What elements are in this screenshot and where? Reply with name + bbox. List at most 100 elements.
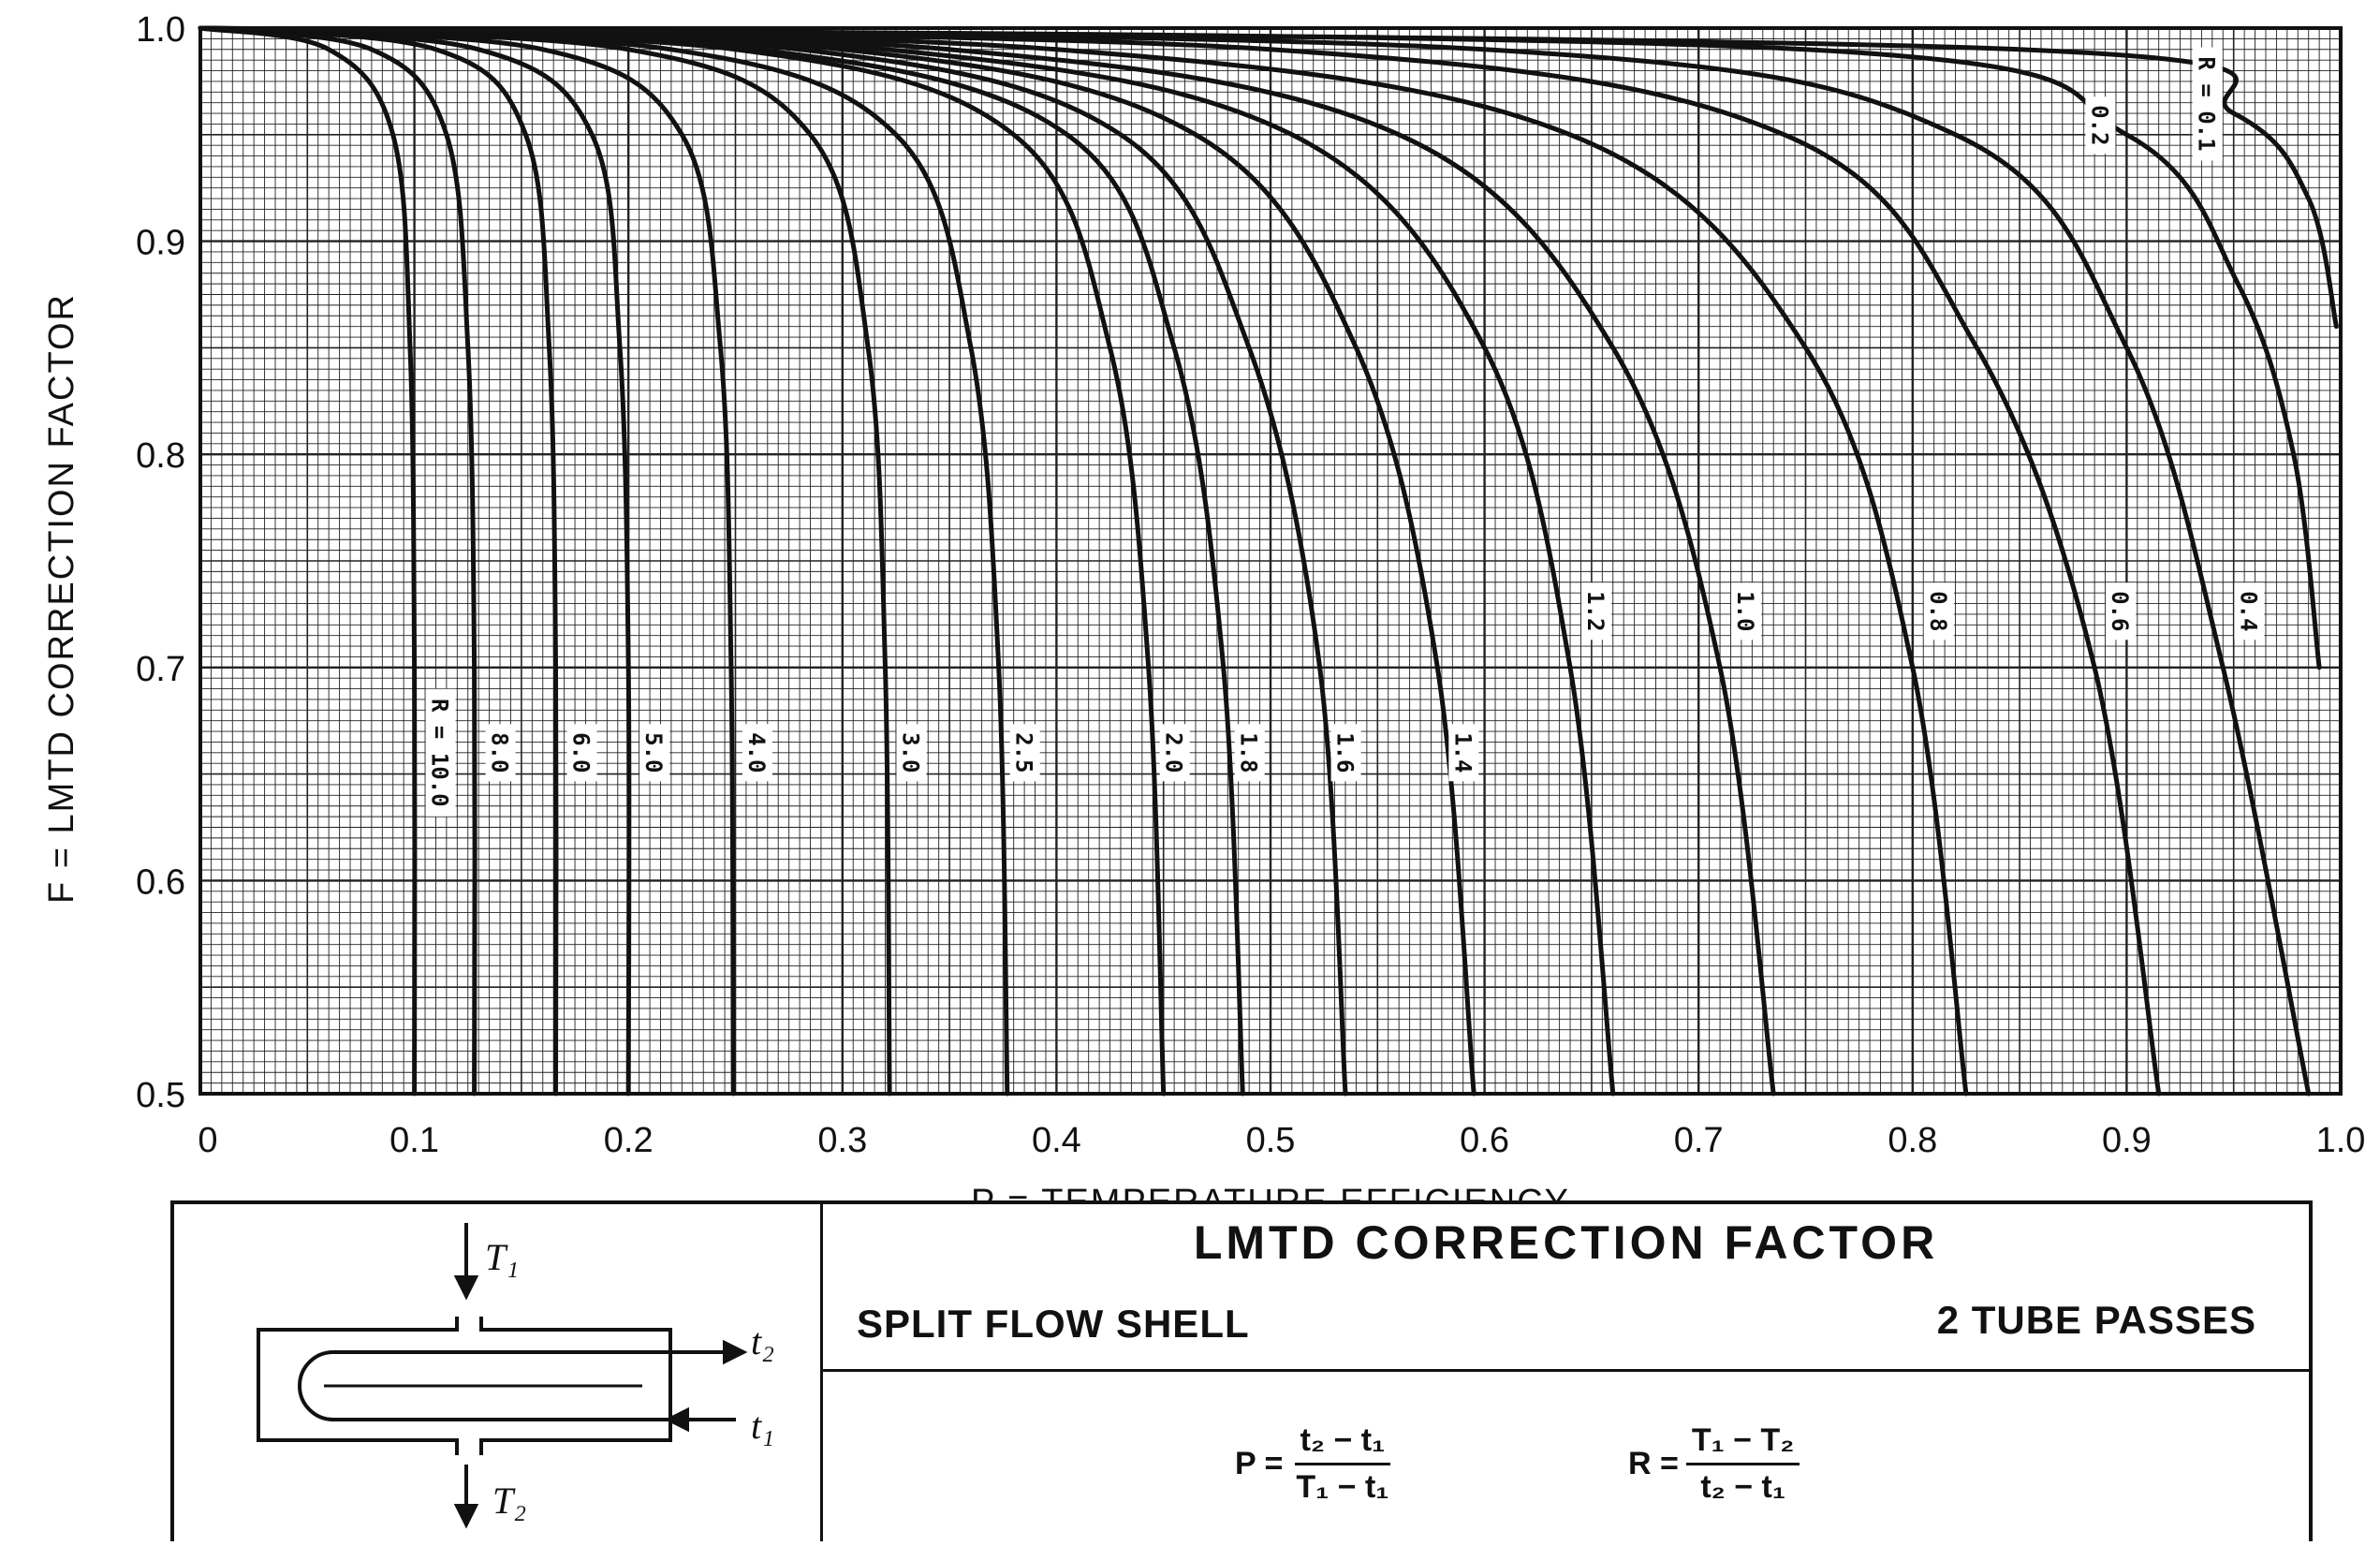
- curve-label: R = 10.0: [425, 688, 456, 817]
- title-cell: LMTD CORRECTION FACTOR SPLIT FLOW SHELL …: [823, 1204, 2309, 1372]
- curve-label: 5.0: [639, 724, 670, 782]
- curve-r-4.0: [198, 25, 736, 1097]
- curve-r-6.0: [198, 25, 559, 1097]
- label-t2: t₂: [751, 1320, 774, 1362]
- formula-p-lhs: P =: [1235, 1446, 1284, 1481]
- curve-label: 4.0: [742, 724, 772, 782]
- tube-passes-label: 2 TUBE PASSES: [1936, 1298, 2256, 1342]
- tube-outlet-arrow: [670, 1339, 748, 1365]
- curve-label-text: 4.0: [743, 732, 770, 773]
- curve-label-bg: [896, 724, 927, 782]
- curve-r-5.0: [198, 25, 632, 1097]
- curve-label-text: 5.0: [640, 732, 667, 773]
- formula-r-lhs: R =: [1628, 1446, 1679, 1481]
- curve-label-bg: [2085, 96, 2116, 155]
- y-tick-label: 0.5: [136, 1076, 185, 1115]
- shell-outline: [257, 1317, 672, 1455]
- grid: [198, 26, 2343, 1096]
- curve-label: 1.0: [1731, 582, 1762, 640]
- y-tick-label: 0.6: [136, 862, 185, 902]
- label-T1: T₁: [485, 1236, 519, 1278]
- x-tick-label: 0.5: [1246, 1121, 1296, 1160]
- tube-inlet-arrow: [664, 1406, 736, 1433]
- curve-label: 0.4: [2234, 582, 2265, 640]
- curve-label: 2.5: [1009, 724, 1040, 782]
- y-tick-label: 1.0: [136, 10, 185, 50]
- curve-label: R = 0.1: [2192, 47, 2223, 161]
- curve-r-8.0: [198, 25, 477, 1097]
- curve-label: 1.6: [1330, 724, 1361, 782]
- curve-label-text: 2.5: [1011, 732, 1037, 773]
- curve-label-text: 8.0: [487, 732, 513, 773]
- curve-label: 3.0: [896, 724, 927, 782]
- curve-label-text: 1.2: [1582, 591, 1609, 631]
- u-tube: [298, 1350, 670, 1421]
- exchanger-diagram-cell: T₁ t₂ t₁ T₂: [174, 1204, 823, 1541]
- x-tick-label: 0: [198, 1121, 217, 1160]
- curve-label: 0.2: [2085, 96, 2116, 155]
- curve-label: 1.4: [1448, 724, 1479, 782]
- formula-p-denominator: T₁ − t₁: [1296, 1469, 1389, 1505]
- x-tick-label: 0.3: [817, 1121, 867, 1160]
- x-tick-label: 0.7: [1674, 1121, 1724, 1160]
- formula-p-numerator: t₂ − t₁: [1294, 1422, 1391, 1465]
- x-tick-label: 0.9: [2102, 1121, 2152, 1160]
- x-tick-label: 0.8: [1888, 1121, 1937, 1160]
- curve-label-bg: [1159, 724, 1190, 782]
- curve-label-bg: [2106, 582, 2137, 640]
- formula-r-numerator: T₁ − T₂: [1685, 1422, 1800, 1465]
- curve-label-text: 1.8: [1236, 732, 1262, 773]
- curve-label-text: 1.0: [1732, 591, 1758, 631]
- y-tick-label: 0.9: [136, 224, 185, 263]
- curve-label-bg: [1009, 724, 1040, 782]
- label-T2: T₂: [492, 1480, 526, 1522]
- curve-label-text: 0.2: [2086, 105, 2112, 145]
- curve-label: 2.0: [1159, 724, 1190, 782]
- formula-r-fraction: T₁ − T₂ t₂ − t₁: [1685, 1422, 1800, 1506]
- curve-label-bg: [1731, 582, 1762, 640]
- x-tick-label: 0.1: [389, 1121, 439, 1160]
- curve-label: 1.2: [1581, 582, 1611, 640]
- curve-label-text: R = 0.1: [2194, 56, 2220, 151]
- curve-label-bg: [485, 724, 516, 782]
- curve-label-bg: [566, 724, 597, 782]
- split-flow-exchanger-diagram: T₁ t₂ t₁ T₂: [257, 1223, 774, 1529]
- curve-label-bg: [1581, 582, 1611, 640]
- formula-p: P = t₂ − t₁ T₁ − t₁: [1235, 1422, 1394, 1506]
- curve-label-text: 6.0: [568, 732, 595, 773]
- lmtd-chart: 0 0.1 0.2 0.3 0.4 0.5 0.6 0.7 0.8 0.9 1.0 0.5 0.6 0.7…: [42, 10, 2366, 1200]
- curve-label-bg: [639, 724, 670, 782]
- curve-label: 0.6: [2106, 582, 2137, 640]
- label-t1: t₁: [751, 1405, 774, 1447]
- x-tick-label: 1.0: [2316, 1121, 2366, 1160]
- curve-label-text: 3.0: [898, 732, 924, 773]
- curve-labels: R = 10.0 8.0 6.0 5.0 4.0 3.0 2.5 2.0 1.8 1.6 1.4 1.…: [425, 47, 2265, 817]
- shell-outlet-arrow: [453, 1465, 479, 1529]
- y-tick-label: 0.8: [136, 436, 185, 476]
- box-title: LMTD CORRECTION FACTOR: [1193, 1216, 1939, 1269]
- formula-p-fraction: t₂ − t₁ T₁ − t₁: [1290, 1422, 1394, 1506]
- curve-label-text: 1.6: [1332, 732, 1359, 773]
- curve-label-bg: [1448, 724, 1479, 782]
- formula-cell: P = t₂ − t₁ T₁ − t₁ R = T₁ − T₂ t₂ − t₁: [823, 1372, 2309, 1541]
- curve-label-text: 0.4: [2235, 591, 2261, 631]
- curve-label-text: 0.8: [1925, 591, 1951, 631]
- plot-frame: [198, 26, 2343, 1096]
- curves: [198, 25, 2339, 1097]
- shell-type-label: SPLIT FLOW SHELL: [857, 1302, 1250, 1346]
- curve-label-bg: [1330, 724, 1361, 782]
- curve-label-text: R = 10.0: [427, 699, 453, 807]
- formula-r-denominator: t₂ − t₁: [1700, 1469, 1785, 1505]
- curve-label-bg: [2192, 47, 2223, 161]
- curve-label-text: 1.4: [1449, 732, 1476, 773]
- curve-label: 6.0: [566, 724, 597, 782]
- curve-r-0.1: [198, 25, 2339, 330]
- curve-label-bg: [2234, 582, 2265, 640]
- curve-r-10.0: [198, 25, 418, 1097]
- curve-label-bg: [1923, 582, 1954, 640]
- x-tick-label: 0.4: [1032, 1121, 1081, 1160]
- curve-label: 0.8: [1923, 582, 1954, 640]
- curve-label-bg: [425, 688, 456, 817]
- x-axis-title: P = TEMPERATURE EFFICIENCY: [971, 1183, 1570, 1200]
- shell-inlet-arrow: [453, 1223, 479, 1301]
